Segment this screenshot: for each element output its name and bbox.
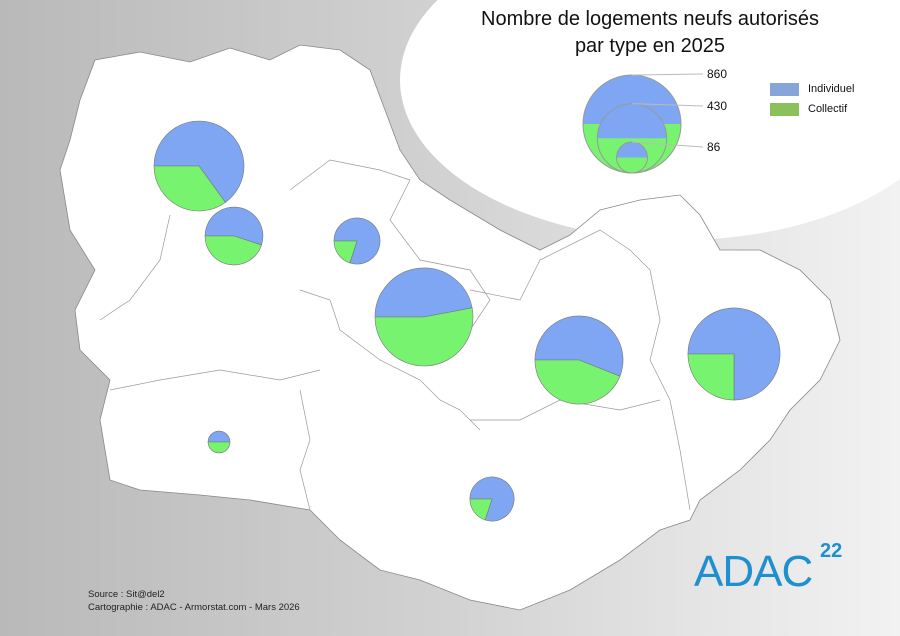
legend-half-individuel [616,142,648,158]
legend-half-individuel [583,75,681,124]
legend-label-individuel: Individuel [808,83,855,95]
map-title: Nombre de logements neufs autorisés par … [440,6,860,60]
legend-swatch-collectif [770,103,799,116]
pie-slice-collectif [374,307,474,367]
legend-half-individuel [597,103,667,139]
pie-zone-5 [534,315,624,405]
pie-slice-collectif [469,498,493,521]
pie-slice-individuel [534,315,624,377]
pie-slice-collectif [333,240,358,264]
legend-label-collectif: Collectif [808,103,848,115]
pie-zone-6 [687,307,781,401]
legend-circle-86 [616,141,704,174]
legend-leader-line [631,141,704,148]
credits-text: Cartographie : ADAC - Armorstat.com - Ma… [88,602,300,613]
legend-size-860: 860 [707,67,728,81]
pie-slice-collectif [534,359,621,405]
legend-swatch-individuel [770,83,799,96]
title-line-2: par type en 2025 [574,35,726,57]
adac-logo-number: 22 [820,540,843,562]
legend-leader-line [631,73,704,76]
pie-slice-individuel [207,430,231,443]
pie-slice-collectif [687,353,735,401]
legend-leader-line [631,103,704,107]
title-line-1: Nombre de logements neufs autorisés [481,8,819,30]
pie-layer [153,120,781,522]
pie-slice-collectif [153,165,226,212]
pie-zone-4 [374,267,474,367]
pie-zone-8 [469,476,515,522]
pie-zone-2 [204,206,264,266]
source-text: Source : Sit@del2 [88,589,165,600]
legend-size-circles [582,73,704,174]
pie-slice-individuel [374,267,473,318]
pie-slice-individuel [153,120,245,203]
legend-half-collectif [616,157,648,174]
legend-size-86: 86 [707,140,721,154]
legend-size-430: 430 [707,99,728,113]
pie-zone-7 [207,430,231,454]
pie-slice-collectif [207,441,231,454]
pie-slice-collectif [204,235,262,266]
adac-logo: ADAC [694,547,813,596]
pie-zone-3 [333,217,381,265]
pie-slice-individuel [204,206,264,246]
commune-boundaries [99,159,691,511]
pie-zone-1 [153,120,245,212]
